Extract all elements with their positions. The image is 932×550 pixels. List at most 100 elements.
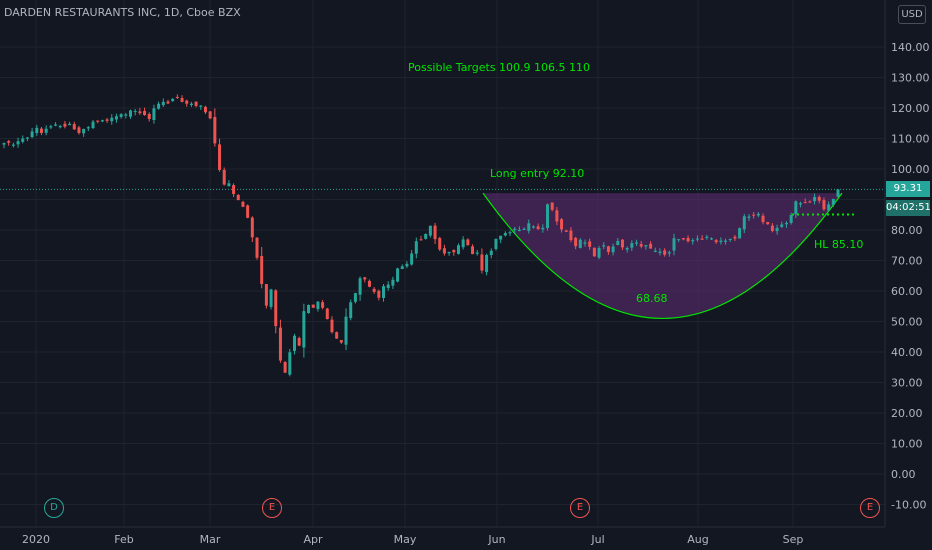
x-tick-label: Aug — [687, 533, 708, 546]
earnings-event-marker[interactable]: E — [860, 498, 880, 518]
candle-body — [658, 251, 662, 253]
time-axis[interactable]: 2020 Feb Mar Apr May Jun Jul Aug Sep — [22, 533, 803, 546]
candle-body — [522, 228, 526, 230]
candle-body — [344, 316, 348, 345]
candle-body — [569, 230, 573, 241]
long-entry-annotation: Long entry 92.10 — [490, 167, 585, 180]
candle-body — [82, 129, 86, 134]
x-tick-label: Mar — [200, 533, 221, 546]
dividend-event-marker[interactable]: D — [44, 498, 64, 518]
candle-body — [171, 98, 175, 102]
candle-body — [719, 240, 723, 242]
candle-body — [213, 117, 217, 144]
candle-body — [58, 125, 62, 128]
candle-body — [433, 225, 437, 240]
x-tick-label: Jul — [590, 533, 604, 546]
y-tick-label: 20.00 — [891, 407, 923, 420]
candle-body — [335, 332, 339, 339]
candle-body — [208, 111, 212, 119]
cup-bottom-annotation: 68.68 — [636, 292, 668, 305]
candle-body — [475, 252, 479, 254]
candle-body — [639, 244, 643, 247]
candle-body — [129, 110, 133, 117]
candle-body — [203, 106, 207, 113]
candle-body — [54, 124, 58, 126]
candle-body — [794, 201, 798, 215]
candle-body — [152, 108, 156, 120]
candle-body — [363, 277, 367, 280]
chart-grid — [0, 0, 885, 527]
candle-body — [124, 114, 128, 116]
candle-body — [264, 284, 268, 306]
candle-body — [39, 128, 43, 134]
candle-body — [494, 238, 498, 249]
candle-body — [456, 245, 460, 254]
candle-body — [691, 240, 695, 242]
candle-body — [414, 241, 418, 254]
candle-body — [705, 236, 709, 238]
currency-button[interactable]: USD — [898, 5, 926, 24]
candle-body — [513, 228, 517, 231]
earnings-event-marker[interactable]: E — [262, 498, 282, 518]
candle-body — [813, 197, 817, 202]
y-tick-label: 100.00 — [891, 163, 930, 176]
y-tick-label: 30.00 — [891, 377, 923, 390]
candle-body — [143, 110, 147, 116]
candle-body — [471, 246, 475, 255]
candle-body — [761, 215, 765, 223]
candle-body — [442, 248, 446, 254]
candle-body — [246, 205, 250, 218]
candle-body — [592, 247, 596, 257]
candle-body — [625, 247, 629, 250]
candle-body — [714, 240, 718, 243]
earnings-event-marker[interactable]: E — [570, 498, 590, 518]
candle-body — [574, 237, 578, 247]
candle-body — [700, 238, 704, 240]
candle-body — [499, 235, 503, 240]
candle-body — [63, 123, 67, 127]
candle-body — [480, 254, 484, 271]
y-tick-label: 130.00 — [891, 72, 930, 85]
candle-body — [7, 141, 11, 143]
candle-body — [410, 253, 414, 265]
candle-body — [438, 238, 442, 250]
candle-body — [11, 144, 15, 146]
x-tick-label: Feb — [114, 533, 133, 546]
symbol-title: DARDEN RESTAURANTS INC, 1D, Cboe BZX — [4, 6, 241, 19]
price-axis[interactable]: 140.00 130.00 120.00 110.00 100.00 80.00 70.00… — [891, 41, 930, 512]
candle-body — [194, 101, 198, 106]
candle-body — [288, 352, 292, 375]
candle-body — [817, 197, 821, 201]
candle-body — [400, 266, 404, 269]
candle-body — [157, 103, 161, 109]
candle-body — [386, 284, 390, 288]
candle-body — [667, 252, 671, 254]
candle-body — [35, 127, 39, 134]
candle-body — [311, 304, 315, 308]
countdown-tag: 04:02:51 — [886, 200, 931, 216]
candle-body — [302, 311, 306, 348]
candle-body — [461, 239, 465, 248]
candle-body — [91, 121, 95, 129]
candle-body — [709, 238, 713, 240]
candle-body — [428, 225, 432, 236]
candle-body — [653, 250, 657, 252]
candle-body — [321, 302, 325, 308]
candle-body — [358, 278, 362, 295]
candle-body — [831, 198, 835, 205]
candle-body — [424, 233, 428, 239]
candle-body — [372, 288, 376, 292]
candle-body — [25, 137, 29, 139]
candle-body — [227, 183, 231, 187]
candle-body — [405, 263, 409, 267]
y-tick-label: 50.00 — [891, 316, 923, 329]
candle-body — [588, 241, 592, 247]
candle-body — [16, 141, 20, 145]
x-tick-label: Apr — [303, 533, 323, 546]
candle-body — [583, 242, 587, 244]
candle-body — [803, 202, 807, 204]
y-tick-label: 110.00 — [891, 133, 930, 146]
candle-body — [681, 238, 685, 240]
candle-body — [822, 200, 826, 210]
